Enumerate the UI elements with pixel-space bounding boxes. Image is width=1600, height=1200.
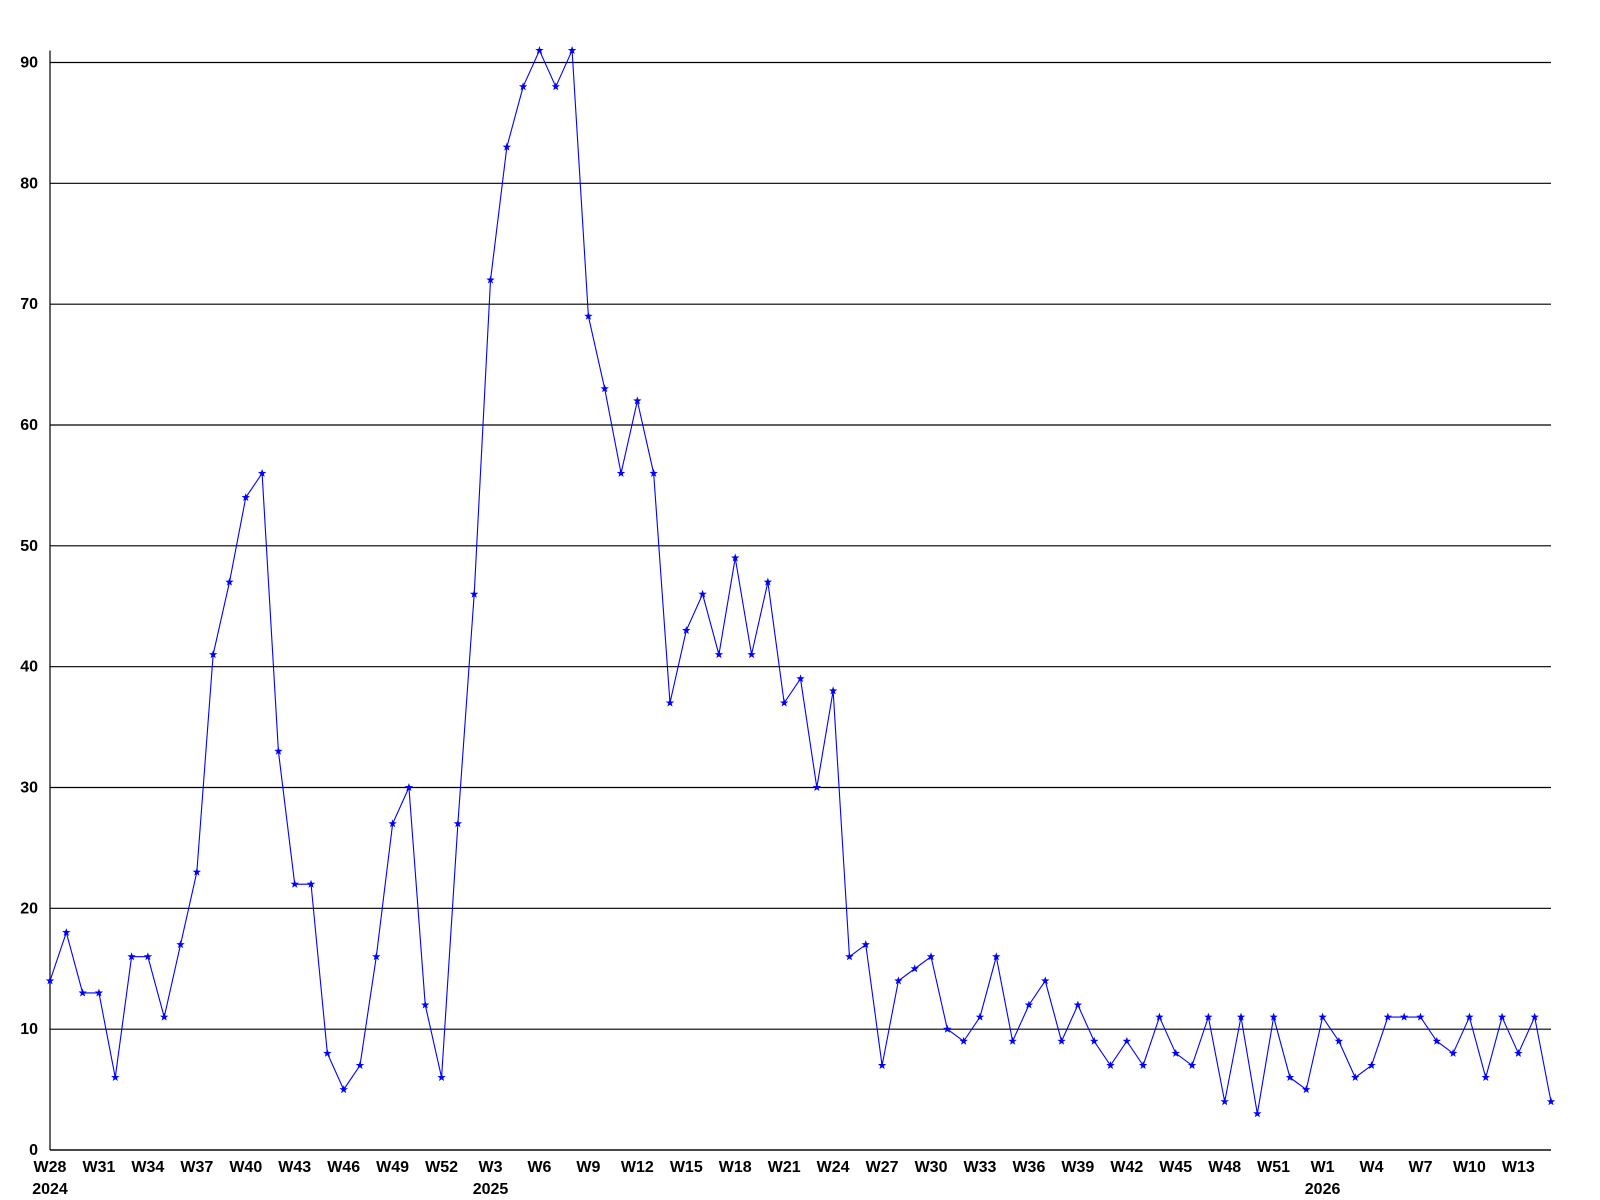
svg-text:W24: W24 [817, 1159, 850, 1176]
svg-text:W40: W40 [229, 1159, 262, 1176]
svg-text:W45: W45 [1159, 1159, 1192, 1176]
svg-text:W49: W49 [376, 1159, 409, 1176]
svg-text:W3: W3 [479, 1159, 503, 1176]
svg-text:W34: W34 [131, 1159, 164, 1176]
svg-text:W7: W7 [1408, 1159, 1432, 1176]
svg-text:W31: W31 [82, 1159, 115, 1176]
svg-text:W18: W18 [719, 1159, 752, 1176]
svg-text:W4: W4 [1360, 1159, 1384, 1176]
svg-text:W30: W30 [915, 1159, 948, 1176]
svg-text:40: 40 [20, 659, 38, 676]
svg-text:W6: W6 [527, 1159, 551, 1176]
svg-text:80: 80 [20, 175, 38, 192]
svg-text:W42: W42 [1110, 1159, 1143, 1176]
svg-text:2026: 2026 [1305, 1181, 1341, 1198]
svg-text:70: 70 [20, 296, 38, 313]
svg-text:20: 20 [20, 900, 38, 917]
svg-text:W21: W21 [768, 1159, 801, 1176]
svg-text:W46: W46 [327, 1159, 360, 1176]
svg-text:W39: W39 [1061, 1159, 1094, 1176]
svg-text:W9: W9 [576, 1159, 600, 1176]
svg-text:30: 30 [20, 780, 38, 797]
svg-text:W52: W52 [425, 1159, 458, 1176]
svg-text:W33: W33 [964, 1159, 997, 1176]
svg-text:2025: 2025 [473, 1181, 509, 1198]
svg-text:W51: W51 [1257, 1159, 1290, 1176]
svg-text:2024: 2024 [32, 1181, 68, 1198]
svg-text:10: 10 [20, 1021, 38, 1038]
svg-text:0: 0 [29, 1142, 38, 1159]
svg-text:W1: W1 [1311, 1159, 1335, 1176]
svg-text:W13: W13 [1502, 1159, 1535, 1176]
svg-text:W48: W48 [1208, 1159, 1241, 1176]
svg-text:90: 90 [20, 55, 38, 72]
svg-text:W15: W15 [670, 1159, 703, 1176]
svg-text:50: 50 [20, 538, 38, 555]
svg-text:W27: W27 [866, 1159, 899, 1176]
svg-text:W28: W28 [34, 1159, 67, 1176]
svg-text:W12: W12 [621, 1159, 654, 1176]
svg-text:W43: W43 [278, 1159, 311, 1176]
svg-text:W36: W36 [1012, 1159, 1045, 1176]
svg-text:W10: W10 [1453, 1159, 1486, 1176]
svg-text:W37: W37 [180, 1159, 213, 1176]
svg-text:60: 60 [20, 417, 38, 434]
